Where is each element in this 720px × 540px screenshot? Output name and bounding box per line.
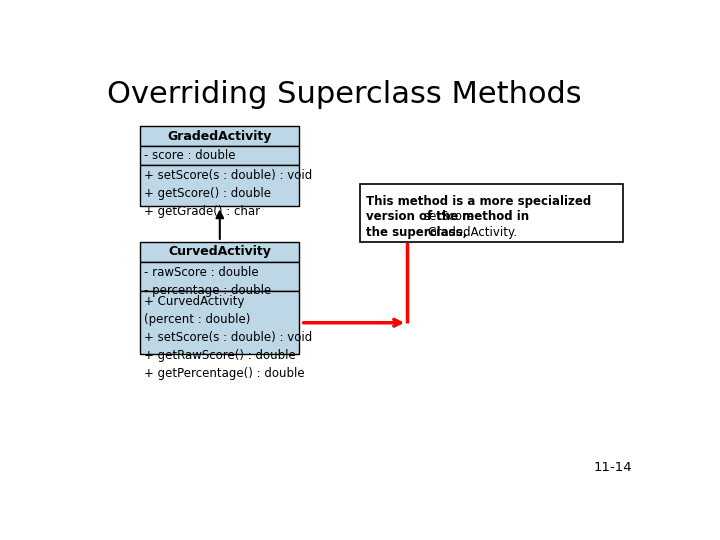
Bar (360, 184, 624, 242)
Bar (140, 126, 300, 146)
Text: 11-14: 11-14 (594, 462, 632, 475)
Text: + CurvedActivity
(percent : double)
+ setScore(s : double) : void
+ getRawScore(: + CurvedActivity (percent : double) + se… (144, 295, 312, 380)
Text: method in: method in (458, 211, 529, 224)
Bar (140, 262, 300, 291)
Text: - rawScore : double
- percentage : double: - rawScore : double - percentage : doubl… (144, 266, 271, 297)
Bar (140, 291, 300, 354)
Bar (140, 146, 300, 165)
Text: GradedActivity.: GradedActivity. (427, 226, 518, 239)
Text: version of the: version of the (366, 211, 462, 224)
Bar (140, 165, 300, 206)
Text: CurvedActivity: CurvedActivity (168, 245, 271, 259)
Text: setScore: setScore (423, 211, 474, 224)
Text: the superclass,: the superclass, (366, 226, 472, 239)
Text: Overriding Superclass Methods: Overriding Superclass Methods (107, 80, 582, 109)
Text: This method is a more specialized: This method is a more specialized (366, 195, 591, 208)
Text: GradedActivity: GradedActivity (168, 130, 272, 143)
Text: - score : double: - score : double (144, 149, 235, 162)
Bar (140, 242, 300, 262)
Text: + setScore(s : double) : void
+ getScore() : double
+ getGrade() : char: + setScore(s : double) : void + getScore… (144, 168, 312, 218)
